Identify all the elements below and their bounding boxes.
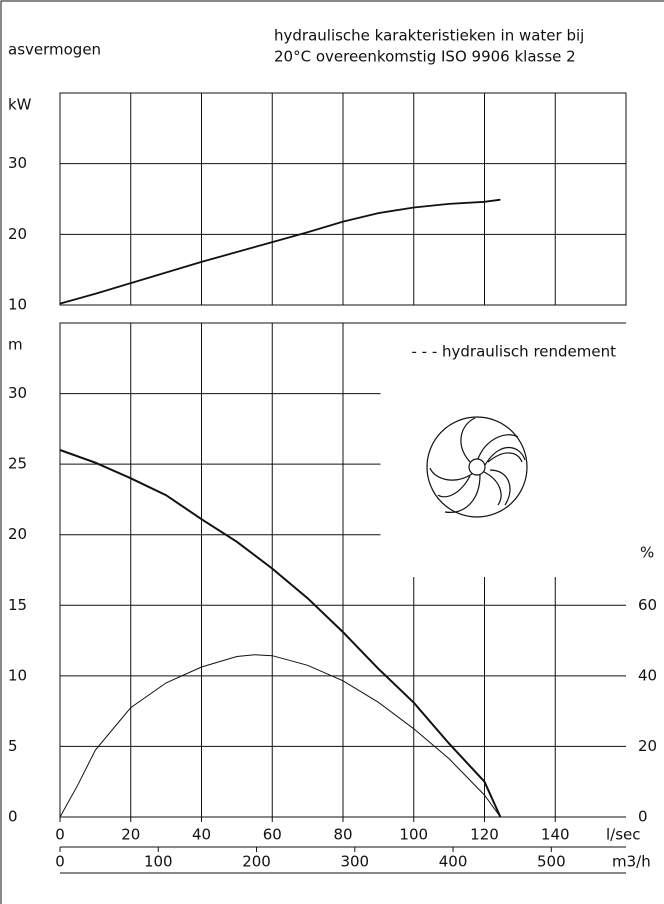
x-tick-label: 120	[470, 826, 499, 844]
chart-subtitle: 20°C overeenkomstig ISO 9906 klasse 2	[274, 48, 576, 66]
y-axis-label: m	[8, 336, 23, 354]
x2-tick-label: 200	[242, 853, 271, 871]
y-tick-label: 20	[8, 225, 27, 243]
y-axis-label: kW	[8, 96, 32, 114]
y-tick-label: 0	[8, 808, 18, 826]
data-line	[59, 654, 501, 818]
x2-axis-label: m3/h	[612, 853, 651, 871]
x2-tick-label: 500	[537, 853, 566, 871]
x2-tick-label: 300	[340, 853, 369, 871]
y-tick-label: 25	[8, 455, 27, 473]
chart-title: asvermogen	[8, 41, 101, 59]
y2-tick-label: 20	[638, 737, 657, 755]
x-tick-label: 20	[121, 826, 140, 844]
y-tick-label: 15	[8, 596, 27, 614]
y2-tick-label: 0	[638, 808, 648, 826]
chart-title: hydraulische karakteristieken in water b…	[274, 27, 584, 45]
impeller-icon	[426, 416, 528, 518]
x-axis-label: l/sec	[606, 826, 641, 844]
data-line	[59, 198, 501, 305]
y-tick-label: 30	[8, 384, 27, 402]
data-line	[59, 449, 502, 818]
y-tick-label: 10	[8, 296, 27, 314]
y-tick-label: 5	[8, 737, 18, 755]
y-tick-label: 30	[8, 154, 27, 172]
y2-tick-label: 60	[638, 596, 657, 614]
x-tick-label: 80	[333, 826, 352, 844]
x2-tick-label: 0	[55, 853, 65, 871]
x-tick-label: 0	[55, 826, 65, 844]
y2-tick-label: 40	[638, 666, 657, 684]
x-tick-label: 100	[399, 826, 428, 844]
x2-tick-label: 100	[144, 853, 173, 871]
y2-axis-label: %	[640, 544, 654, 562]
x-tick-label: 140	[541, 826, 570, 844]
x2-tick-label: 400	[439, 853, 468, 871]
legend-entry: - - - hydraulisch rendement	[411, 343, 616, 361]
y-tick-label: 20	[8, 525, 27, 543]
x-tick-label: 40	[192, 826, 211, 844]
y-tick-label: 10	[8, 666, 27, 684]
x-tick-label: 60	[263, 826, 282, 844]
